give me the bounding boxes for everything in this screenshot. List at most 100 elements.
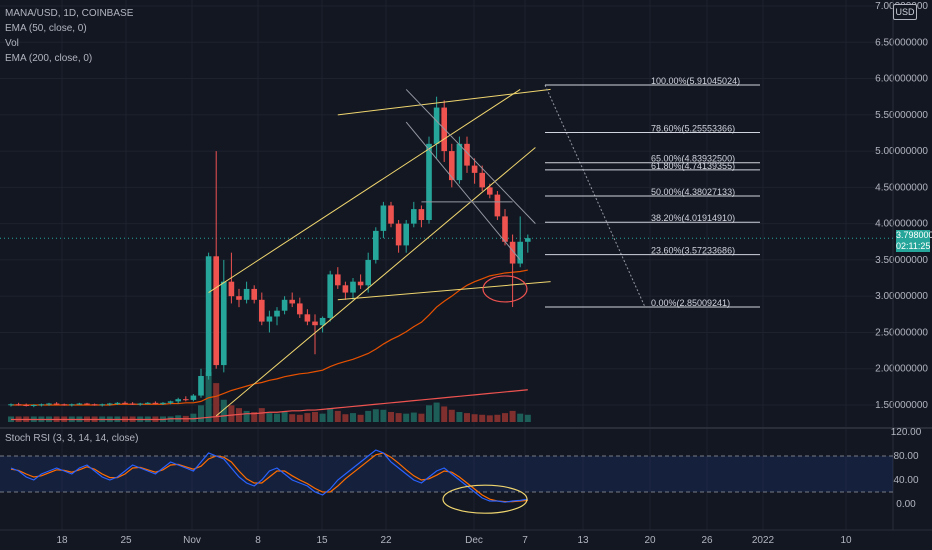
volume-bar <box>433 402 440 422</box>
volume-bar <box>296 414 303 422</box>
descending-trend-line-2 <box>405 121 521 261</box>
rsi-tick-label: 80.00 <box>893 451 918 462</box>
candle-body <box>479 172 485 188</box>
time-tick-label: 25 <box>120 535 132 546</box>
candle-body <box>456 143 463 181</box>
volume-bar <box>502 413 508 422</box>
fib-level-label: 23.60%(3.57233686) <box>651 246 735 256</box>
fib-level-label: 65.00%(4.83932500) <box>651 154 735 164</box>
candle-body <box>46 403 52 405</box>
volume-bar <box>312 412 318 422</box>
volume-bar <box>243 410 250 422</box>
candle-body <box>449 151 455 181</box>
time-tick-label: 7 <box>522 535 528 546</box>
price-tick-label: 2.50000000 <box>875 327 928 338</box>
volume-bar <box>266 413 273 422</box>
candle-body <box>395 223 402 246</box>
volume-bar <box>289 414 296 422</box>
volume-bar <box>365 410 372 422</box>
ema200-legend[interactable]: EMA (200, close, 0) <box>5 53 93 64</box>
volume-bar <box>350 413 356 422</box>
candle-body <box>403 223 409 246</box>
volume-bar <box>251 412 258 422</box>
volume-bar <box>418 413 425 422</box>
candle-body <box>183 399 189 401</box>
time-tick-label: 18 <box>56 535 68 546</box>
ema200-line <box>11 389 528 421</box>
volume-bar <box>403 413 410 422</box>
price-tick-label: 6.50000000 <box>875 37 928 48</box>
volume-bar <box>494 414 501 422</box>
candle-body <box>213 256 219 366</box>
candle-body <box>251 288 257 300</box>
candle-body <box>205 256 212 376</box>
candle-body <box>509 241 516 264</box>
price-tick-label: 3.50000000 <box>875 255 928 266</box>
candle-body <box>471 165 478 173</box>
time-tick-label: 10 <box>840 535 852 546</box>
volume-bar <box>274 413 280 422</box>
time-tick-label: Dec <box>465 535 483 546</box>
volume-bar <box>517 413 524 422</box>
price-tick-label: 1.50000000 <box>875 400 928 411</box>
volume-bar <box>486 415 493 422</box>
volume-bar <box>334 410 341 422</box>
candle-body <box>99 404 105 406</box>
volume-bar <box>441 406 448 422</box>
candle-body <box>221 281 227 366</box>
resistance-line <box>337 88 551 116</box>
candle-body <box>137 403 143 405</box>
currency-button[interactable]: USD <box>893 4 917 20</box>
volume-bar <box>395 413 402 422</box>
candle-body <box>259 299 265 322</box>
volume-bar <box>357 414 364 422</box>
candle-body <box>297 303 303 315</box>
candle-body <box>517 241 523 264</box>
candle-body <box>525 238 531 242</box>
volume-bar <box>220 399 227 422</box>
candle-body <box>61 404 67 406</box>
support-line <box>337 281 551 301</box>
candle-body <box>175 399 181 402</box>
stoch-rsi-legend[interactable]: Stoch RSI (3, 3, 14, 14, close) <box>5 433 139 444</box>
current-price-label: 3.798000000 02:11:25 <box>896 230 932 252</box>
volume-bar <box>205 372 212 422</box>
candle-body <box>76 403 83 405</box>
candle-body <box>145 402 151 404</box>
candle-body <box>122 402 128 404</box>
volume-bar <box>426 405 432 422</box>
volume-legend[interactable]: Vol <box>5 38 19 49</box>
candle-body <box>23 405 29 406</box>
current-price-value: 3.798000000 <box>896 230 932 240</box>
rsi-band <box>0 456 893 492</box>
volume-bar <box>258 408 265 422</box>
candle-body <box>53 403 60 405</box>
descending-trend-line <box>405 89 536 224</box>
time-tick-label: 2022 <box>752 535 775 546</box>
volume-bar <box>198 405 204 422</box>
stoch-rsi-d-line <box>10 452 528 503</box>
volume-bar <box>471 414 478 422</box>
volume-bar <box>524 414 531 422</box>
volume-bar <box>509 410 516 422</box>
volume-bar <box>304 413 311 422</box>
price-tick-label: 2.00000000 <box>875 364 928 375</box>
symbol-title[interactable]: MANA/USD, 1D, COINBASE <box>5 8 134 19</box>
candle-body <box>388 205 394 224</box>
channel-upper-line <box>208 89 521 293</box>
rsi-tick-label: 120.00 <box>891 427 922 438</box>
candle-body <box>160 402 166 404</box>
time-tick-label: 22 <box>380 535 392 546</box>
candle-body <box>335 274 341 286</box>
rsi-highlight-ellipse <box>442 484 528 514</box>
chart-legend: MANA/USD, 1D, COINBASE EMA (50, close, 0… <box>5 6 133 66</box>
fib-level-label: 61.80%(4.74139355) <box>651 161 735 171</box>
time-tick-label: Nov <box>183 535 201 546</box>
fib-level-label: 78.60%(5.25553366) <box>651 124 735 134</box>
candle-body <box>15 404 22 406</box>
volume-bar <box>281 412 288 422</box>
candle-body <box>266 316 273 322</box>
ema50-legend[interactable]: EMA (50, close, 0) <box>5 23 87 34</box>
candle-body <box>190 395 197 400</box>
